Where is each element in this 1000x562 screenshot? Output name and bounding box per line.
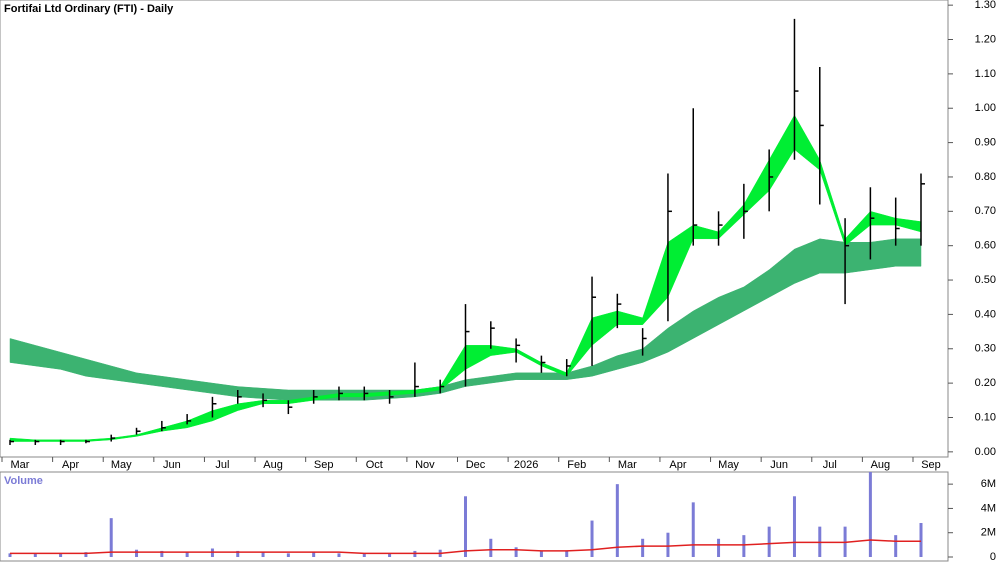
volume-bar [84, 552, 88, 557]
y-tick-label: 0.80 [975, 171, 996, 183]
y-tick-label: 1.20 [975, 33, 996, 45]
volume-bar [33, 553, 37, 557]
volume-title: Volume [4, 475, 43, 487]
volume-bar [792, 496, 796, 557]
x-tick-label: 2026 [514, 459, 538, 471]
volume-bar [717, 538, 721, 557]
volume-average [10, 539, 921, 555]
x-tick-label: Nov [415, 459, 435, 471]
price-frame [0, 0, 949, 458]
volume-bar [388, 553, 392, 557]
volume-bar [337, 553, 341, 557]
x-tick-label: May [111, 459, 132, 471]
volume-bar [590, 520, 594, 557]
volume-bar [868, 472, 872, 557]
x-tick-label: Jun [163, 459, 181, 471]
x-tick-label: Aug [871, 459, 891, 471]
volume-bar [312, 552, 316, 557]
x-tick-label: Sep [921, 459, 941, 471]
x-tick-label: Mar [11, 459, 30, 471]
y-tick-label: 1.00 [975, 102, 996, 114]
volume-bar [894, 535, 898, 557]
chart-title: Fortifai Ltd Ordinary (FTI) - Daily [4, 3, 174, 15]
x-tick-label: Jul [823, 459, 837, 471]
y-tick-label: 0.00 [975, 446, 996, 458]
volume-bar [742, 535, 746, 557]
volume-bar [464, 496, 467, 557]
y-tick-label: 4M [981, 502, 996, 514]
x-tick-label: Apr [669, 459, 686, 471]
volume-bar [135, 549, 139, 557]
x-tick-label: Mar [618, 459, 637, 471]
volume-bar [236, 550, 240, 557]
volume-frame [0, 471, 949, 562]
volume-bar [160, 550, 164, 557]
x-tick-label: Jul [215, 459, 229, 471]
volume-bar [514, 547, 518, 557]
volume-bar [767, 526, 771, 557]
volume-bar [8, 553, 12, 557]
x-tick-label: Sep [314, 459, 334, 471]
volume-bar [286, 553, 290, 557]
volume-bar [362, 553, 366, 557]
y-tick-label: 1.30 [975, 0, 996, 11]
volume-bar [641, 538, 645, 557]
volume-bar [539, 550, 543, 557]
volume-bar [261, 552, 265, 557]
y-tick-label: 0.30 [975, 343, 996, 355]
volume-bar [565, 550, 569, 557]
volume-bar [109, 518, 113, 557]
y-tick-label: 2M [981, 527, 996, 539]
x-tick-label: May [718, 459, 739, 471]
volume-bar [489, 538, 493, 557]
volume-bar [691, 502, 695, 557]
volume-bar [185, 552, 189, 557]
y-tick-label: 0.50 [975, 274, 996, 286]
x-tick-label: Feb [567, 459, 586, 471]
y-tick-label: 0.60 [975, 240, 996, 252]
y-tick-label: 0.70 [975, 205, 996, 217]
y-tick-label: 0.20 [975, 377, 996, 389]
y-tick-label: 0.10 [975, 411, 996, 423]
volume-bar [615, 484, 619, 557]
x-tick-label: Dec [466, 459, 486, 471]
y-tick-label: 0.90 [975, 137, 996, 149]
y-tick-label: 1.10 [975, 68, 996, 80]
x-tick-label: Aug [263, 459, 283, 471]
y-tick-label: 6M [981, 478, 996, 490]
x-tick-label: Oct [366, 459, 383, 471]
volume-bar [666, 532, 670, 557]
volume-bar [59, 553, 63, 557]
x-tick-label: Jun [770, 459, 788, 471]
y-tick-label: 0.40 [975, 308, 996, 320]
x-tick-label: Apr [62, 459, 79, 471]
y-tick-label: 0 [990, 551, 996, 562]
volume-bar [919, 523, 923, 557]
